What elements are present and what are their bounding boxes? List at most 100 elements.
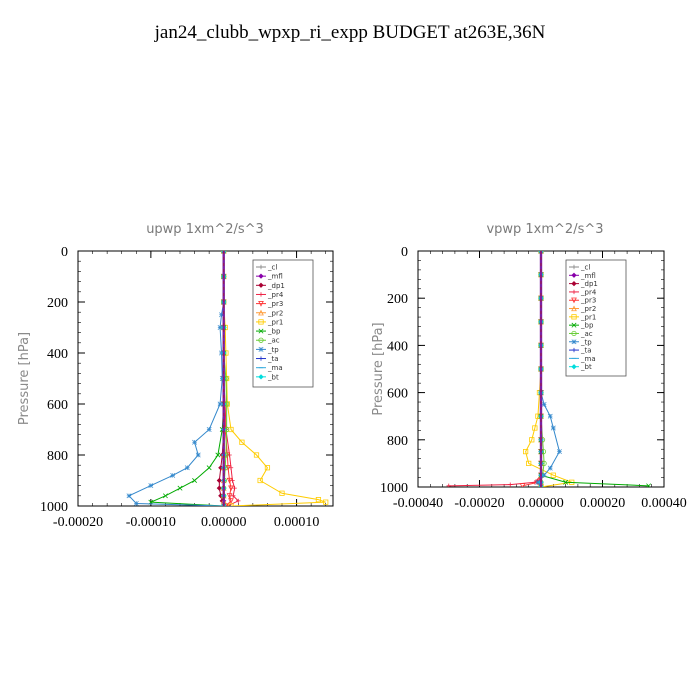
upwp-data-point <box>230 493 236 498</box>
upwp-y-tick-label: 600 <box>47 398 68 413</box>
vpwp-title: vpwp 1xm^2/s^3 <box>486 222 603 237</box>
upwp-data-point <box>192 478 198 483</box>
vpwp-x-tick-label: 0.00000 <box>518 496 564 511</box>
vpwp-legend-label: _bt <box>580 363 592 371</box>
vpwp-data-point <box>529 437 535 443</box>
upwp-data-point <box>215 452 221 458</box>
upwp-legend-label: _cl <box>267 264 277 272</box>
vpwp-legend-marker <box>571 272 577 278</box>
vpwp-data-point <box>508 482 513 487</box>
upwp-legend-label: _pr4 <box>267 291 284 299</box>
vpwp-data-point <box>547 465 553 471</box>
upwp-data-point <box>126 493 132 499</box>
upwp-legend-marker <box>258 328 264 334</box>
upwp-data-point <box>315 497 322 503</box>
upwp-legend-label: _dp1 <box>267 282 285 290</box>
vpwp-series-line-pr3 <box>522 251 542 487</box>
upwp-legend-marker <box>258 337 264 343</box>
upwp-data-point <box>226 493 233 499</box>
upwp-data-point <box>170 472 176 478</box>
upwp-data-point <box>228 503 234 506</box>
upwp-legend-marker <box>258 319 264 325</box>
upwp-legend: _cl_mfl_dp1_pr4_pr3_pr2_pr1_bp_ac_tp_ta_… <box>252 259 314 388</box>
vpwp-legend-label: _tp <box>580 338 592 346</box>
upwp-data-point <box>279 490 285 496</box>
vpwp-legend-marker <box>571 280 577 287</box>
upwp-data-point <box>217 325 223 330</box>
upwp-data-point <box>133 501 139 506</box>
vpwp-legend: _cl_mfl_dp1_pr4_pr3_pr2_pr1_bp_ac_tp_ta_… <box>565 259 627 377</box>
vpwp-legend-label: _pr2 <box>580 305 596 313</box>
upwp-y-tick-label: 800 <box>47 449 68 464</box>
vpwp-y-tick-label: 600 <box>387 387 408 402</box>
vpwp-data-point <box>519 483 526 487</box>
upwp-data-point <box>206 427 212 432</box>
upwp-plot-area <box>126 251 329 506</box>
upwp-data-point <box>195 452 201 458</box>
upwp-data-point <box>216 485 222 491</box>
upwp-data-point <box>162 493 168 499</box>
upwp-data-point <box>226 477 233 484</box>
vpwp-legend-marker <box>571 314 577 320</box>
upwp-legend-label: _mfl <box>267 273 283 281</box>
upwp-legend-label: _pr3 <box>267 300 283 308</box>
vpwp-legend-label: _bp <box>580 322 594 330</box>
upwp-legend-label: _bp <box>267 328 281 336</box>
vpwp-legend-marker <box>571 305 577 312</box>
upwp-data-point <box>148 483 154 489</box>
vpwp-x-tick-label: -0.00020 <box>454 496 504 511</box>
upwp-data-point <box>192 439 198 445</box>
upwp-legend-marker <box>258 356 264 361</box>
upwp-x-tick-label: -0.00020 <box>53 515 103 530</box>
upwp-data-point <box>236 498 241 504</box>
upwp-legend-marker <box>258 374 264 380</box>
upwp-title: upwp 1xm^2/s^3 <box>146 222 264 237</box>
vpwp-data-point <box>541 472 547 478</box>
upwp-data-point <box>184 465 190 471</box>
vpwp-legend-label: _mfl <box>580 272 596 280</box>
upwp-data-point <box>323 499 329 505</box>
upwp-data-point <box>264 465 271 471</box>
upwp-legend-marker <box>258 301 264 307</box>
upwp-data-point <box>228 485 234 492</box>
vpwp-series-line-pr4 <box>448 251 542 487</box>
vpwp-legend-marker <box>571 364 577 370</box>
vpwp-data-point <box>526 460 532 467</box>
vpwp-legend-label: _cl <box>580 264 590 272</box>
upwp-x-tick-label: 0.00010 <box>274 515 320 530</box>
upwp-data-point <box>177 485 183 491</box>
upwp-x-tick-label: -0.00010 <box>126 515 176 530</box>
vpwp-data-point <box>550 425 556 431</box>
vpwp-data-point <box>535 479 541 485</box>
vpwp-y-tick-label: 0 <box>401 245 408 260</box>
upwp-data-point <box>253 452 260 458</box>
vpwp-legend-label: _ma <box>580 355 596 363</box>
upwp-legend-marker <box>258 264 264 270</box>
vpwp-legend-marker <box>571 289 577 295</box>
upwp-legend-marker <box>258 273 264 279</box>
upwp-data-point <box>217 401 223 407</box>
vpwp-y-tick-label: 1000 <box>380 481 408 496</box>
vpwp-panel: vpwp 1xm^2/s^3 Pressure [hPa] 0 200 400 600 80… <box>371 222 687 511</box>
upwp-data-point <box>219 312 224 318</box>
vpwp-data-point <box>646 483 652 487</box>
vpwp-x-tick-label: 0.00040 <box>641 496 687 511</box>
vpwp-legend-label: _pr3 <box>580 297 596 305</box>
vpwp-legend-marker <box>571 339 577 345</box>
upwp-legend-label: _tp <box>267 346 279 354</box>
vpwp-data-point <box>541 401 547 407</box>
vpwp-legend-marker <box>571 347 577 353</box>
upwp-data-point <box>239 439 245 445</box>
upwp-y-axis-label: Pressure [hPa] <box>17 332 32 425</box>
upwp-legend-label: _ac <box>267 337 280 345</box>
vpwp-x-tick-label: 0.00020 <box>580 496 626 511</box>
upwp-legend-marker <box>258 292 264 297</box>
vpwp-legend-label: _dp1 <box>580 280 598 288</box>
vpwp-data-point <box>547 413 553 419</box>
upwp-y-tick-label: 1000 <box>40 500 68 515</box>
vpwp-plot-area <box>446 251 652 487</box>
upwp-legend-label: _pr1 <box>267 318 283 326</box>
upwp-legend-label: _bt <box>267 373 279 381</box>
vpwp-data-point <box>532 425 538 431</box>
